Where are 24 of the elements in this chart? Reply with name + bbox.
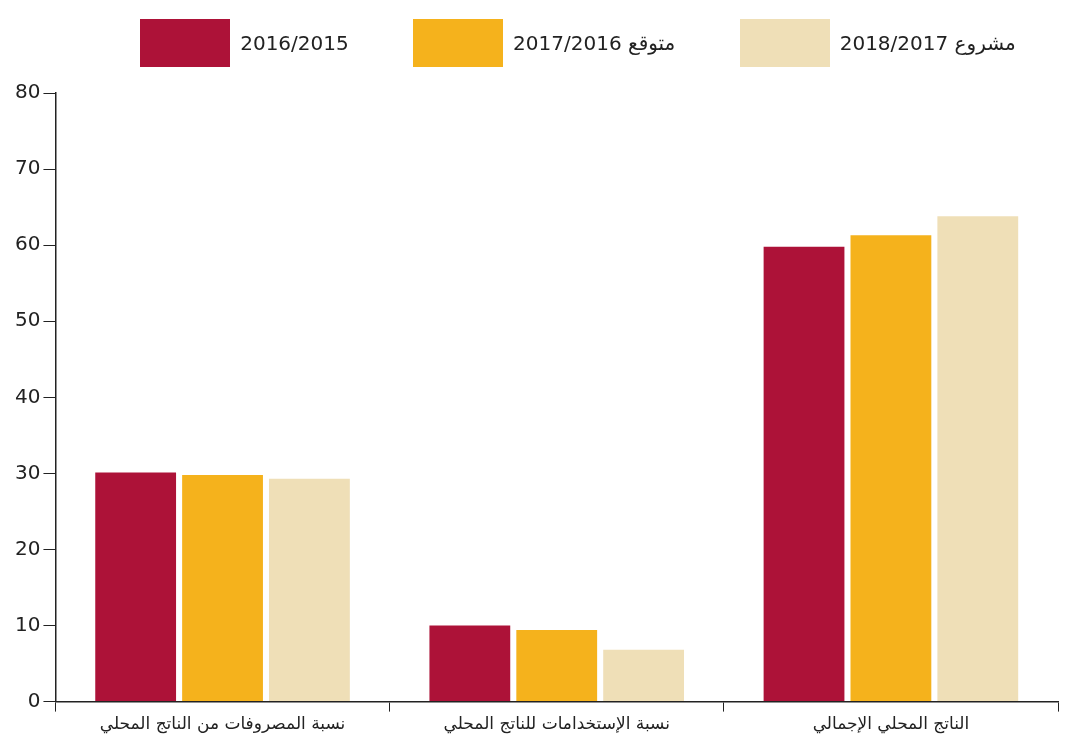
bar <box>937 216 1019 702</box>
y-tick-label: 70 <box>15 155 41 180</box>
y-tick-label: 20 <box>15 535 41 560</box>
legend-label: 2017/2016 متوقع <box>513 31 676 55</box>
bar <box>429 625 511 702</box>
bar <box>269 478 350 702</box>
x-tick-label: نسبة المصروفات من الناتج المحلي <box>99 713 346 735</box>
bar <box>850 235 932 702</box>
y-tick-label: 60 <box>15 231 41 256</box>
bar <box>95 472 177 702</box>
y-tick-label: 10 <box>15 611 41 636</box>
y-tick-label: 80 <box>15 79 41 104</box>
y-tick-label: 40 <box>15 383 41 408</box>
legend-label: 2016/2015 <box>240 31 349 55</box>
y-tick-label: 0 <box>27 687 41 712</box>
y-tick-label: 50 <box>15 307 41 332</box>
bar <box>182 474 263 702</box>
y-tick-label: 30 <box>15 459 41 484</box>
legend-label: 2018/2017 مشروع <box>839 31 1016 55</box>
bar <box>763 246 845 702</box>
bar <box>516 630 598 702</box>
bar <box>603 649 685 702</box>
x-tick-label: نسبة الإستخدامات للناتج المحلي <box>443 713 670 735</box>
x-tick-label: الناتج المحلي الإجمالي <box>812 713 970 735</box>
